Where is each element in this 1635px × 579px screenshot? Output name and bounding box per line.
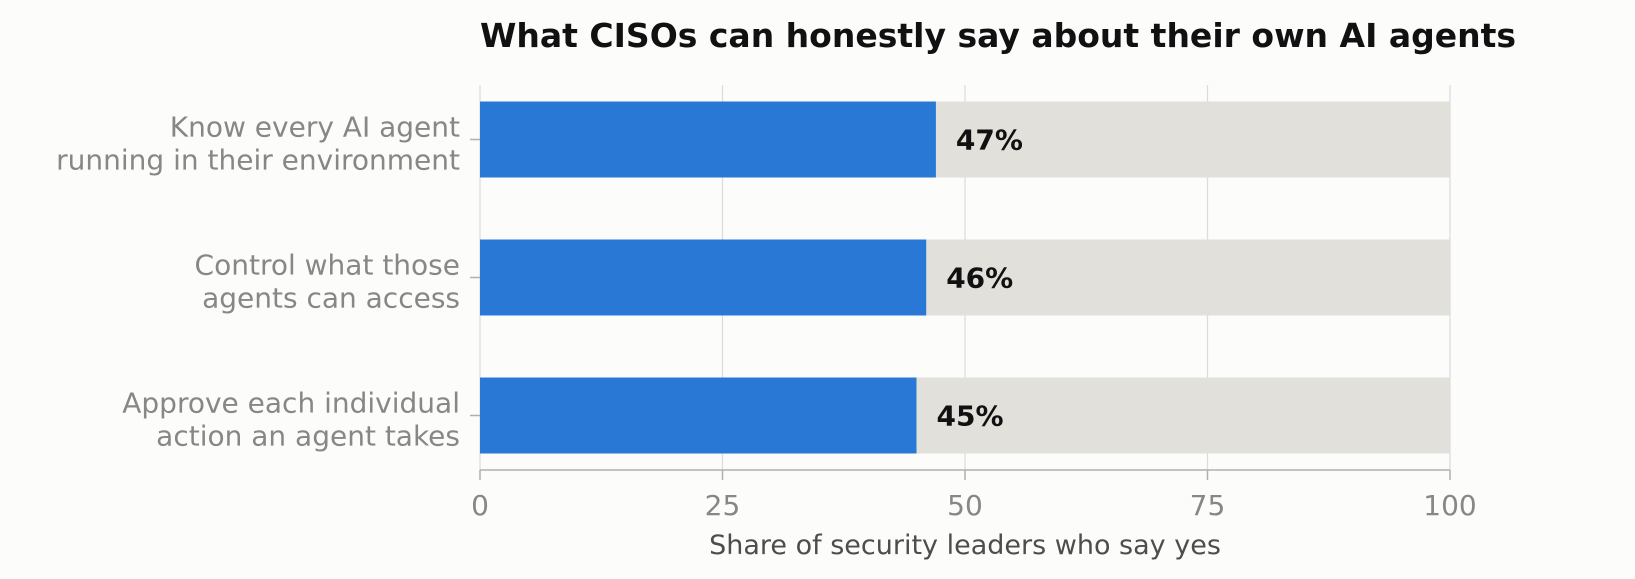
bar (480, 377, 917, 454)
data-label: 45% (937, 400, 1004, 433)
x-tick-label: 75 (1190, 489, 1226, 522)
x-tick-label: 0 (471, 489, 489, 522)
category-label-line: running in their environment (56, 144, 460, 177)
x-tick-label: 25 (705, 489, 741, 522)
category-label-line: agents can access (202, 282, 460, 315)
data-label: 47% (956, 124, 1023, 157)
category-label: Know every AI agent running in their envi… (56, 111, 460, 177)
category-label: Approve each individual action an agent t… (122, 387, 460, 453)
data-label: 46% (946, 262, 1013, 295)
bar (480, 101, 936, 178)
x-tick-label: 50 (947, 489, 983, 522)
x-tick-label: 100 (1423, 489, 1476, 522)
category-label: Control what those agents can access (195, 249, 460, 315)
category-label-line: Control what those (195, 249, 460, 282)
chart-title: What CISOs can honestly say about their … (480, 16, 1516, 55)
category-label-line: action an agent takes (156, 420, 460, 453)
x-axis: Know every AI agent running in their envi… (56, 111, 1477, 523)
category-label-line: Approve each individual (122, 387, 460, 420)
category-label-line: Know every AI agent (170, 111, 460, 144)
x-axis-label: Share of security leaders who say yes (709, 530, 1221, 561)
bars: 47% 46% 45% (480, 101, 1450, 454)
bar (480, 239, 927, 316)
